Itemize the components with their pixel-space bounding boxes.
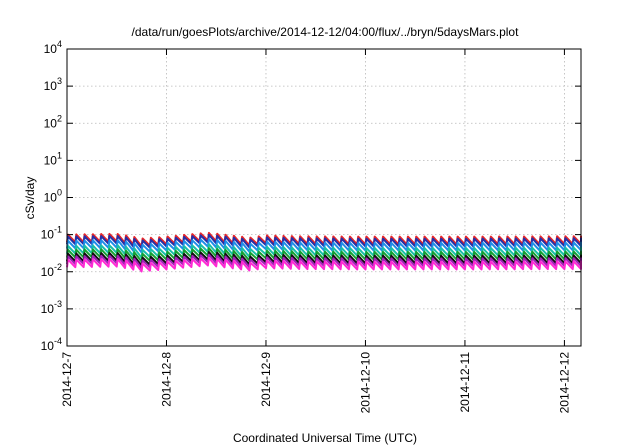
x-tick-label: 2014-12-12 bbox=[557, 352, 571, 414]
x-axis-label: Coordinated Universal Time (UTC) bbox=[233, 431, 417, 445]
x-tick-label: 2014-12-7 bbox=[60, 352, 74, 407]
y-axis: 10-4 10-3 10-2 10-1 100 101 102 103 104 bbox=[41, 39, 581, 353]
y-tick-label: 10-3 bbox=[41, 299, 62, 316]
y-tick-label: 100 bbox=[44, 188, 62, 205]
y-tick-label: 10-1 bbox=[41, 225, 62, 242]
y-tick-label: 103 bbox=[44, 76, 62, 93]
y-tick-label: 10-4 bbox=[41, 336, 62, 353]
y-tick-label: 102 bbox=[44, 113, 62, 130]
x-tick-label: 2014-12-11 bbox=[458, 352, 472, 413]
series-line bbox=[66, 233, 582, 250]
series-group bbox=[66, 231, 582, 273]
chart-title: /data/run/goesPlots/archive/2014-12-12/0… bbox=[132, 25, 520, 39]
series-line bbox=[66, 243, 582, 259]
y-tick-label: 104 bbox=[44, 39, 62, 56]
y-tick-label: 101 bbox=[44, 150, 62, 167]
grid bbox=[66, 48, 581, 347]
x-tick-label: 2014-12-10 bbox=[358, 352, 372, 414]
x-tick-label: 2014-12-9 bbox=[259, 352, 273, 407]
x-tick-label: 2014-12-8 bbox=[159, 352, 173, 407]
x-axis: 2014-12-7 2014-12-8 2014-12-9 2014-12-10 201… bbox=[60, 49, 571, 413]
y-tick-label: 10-2 bbox=[41, 262, 62, 279]
series-line bbox=[66, 238, 582, 254]
series-line bbox=[66, 247, 582, 263]
series-line bbox=[66, 256, 582, 273]
y-axis-label: cSv/day bbox=[23, 177, 37, 220]
